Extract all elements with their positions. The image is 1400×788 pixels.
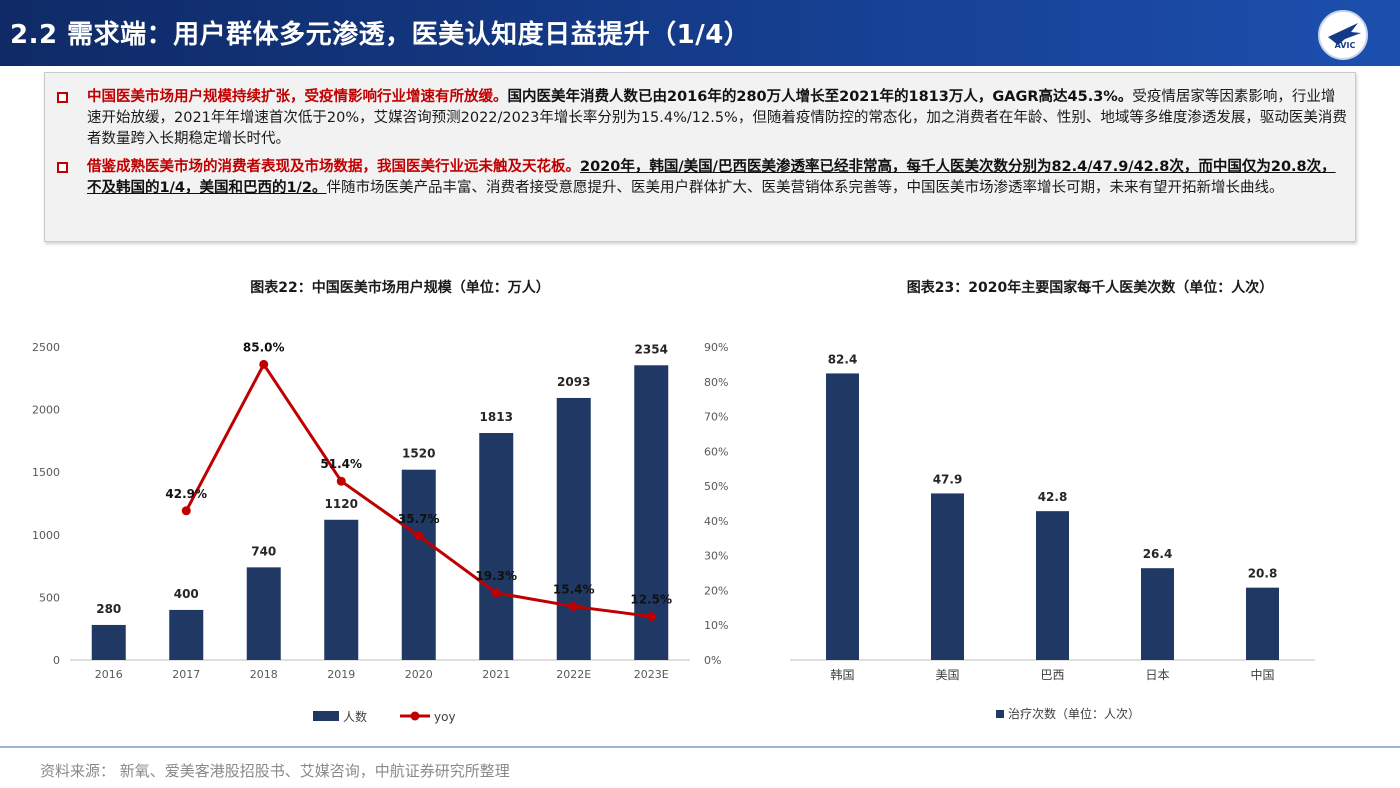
chart-23-per-thousand: 82.4 韩国 47.9 美国 42.8 巴西 26.4 日本 20.8 中国治疗次数（单位：人次… [790,352,1315,721]
bullet-2-key-data: 2020年，韩国/美国/巴西医美渗透率已经非常高，每千人医美次数分别为82.4/… [87,159,1336,196]
yoy-value-label: 35.7% [398,512,440,526]
bar-value-label: 42.8 [1038,490,1068,504]
bar [826,373,859,660]
bar-value-label: 2093 [557,375,590,389]
y-right-tick-label: 80% [704,376,728,389]
y-right-tick-label: 70% [704,411,728,424]
bar [91,624,126,660]
footer-divider [0,746,1400,748]
x-tick-label: 日本 [1145,668,1169,682]
y-left-tick-label: 1500 [32,466,60,479]
summary-bullet-1: 中国医美市场用户规模持续扩张，受疫情影响行业增速有所放缓。国内医美年消费人数已由… [57,87,1347,150]
x-tick-label: 韩国 [830,667,854,682]
yoy-value-label: 15.4% [553,582,595,596]
bullet-2-body: 伴随市场医美产品丰富、消费者接受意愿提升、医美用户群体扩大、医美营销体系完善等，… [326,180,1284,196]
yoy-point [569,601,579,611]
bar-value-label: 1120 [325,497,358,511]
y-right-tick-label: 0% [704,654,721,667]
legend-label: 治疗次数（单位：人次） [1008,706,1140,721]
y-right-tick-label: 20% [704,584,728,597]
x-tick-label: 中国 [1250,667,1274,682]
bullet-1-body: 受疫情居家等因素影响，行业增速开始放缓，2021年年增速首次低于20%，艾媒咨询… [87,89,1347,147]
x-tick-label: 2022E [556,668,591,681]
yoy-value-label: 12.5% [630,593,672,607]
bar-value-label: 26.4 [1143,547,1173,561]
x-tick-label: 巴西 [1040,668,1064,682]
bar-value-label: 20.8 [1248,567,1278,581]
bullet-1-key-data: 国内医美年消费人数已由2016年的280万人增长至2021年的1813万人，GA… [507,89,1133,105]
bar [401,469,436,660]
bar [1036,511,1069,660]
bullet-1-text: 中国医美市场用户规模持续扩张，受疫情影响行业增速有所放缓。国内医美年消费人数已由… [87,87,1347,150]
legend-swatch [996,710,1004,718]
y-left-tick-label: 2500 [32,341,60,354]
yoy-point [259,359,269,369]
plane-logo-icon [1328,23,1361,45]
bar [556,397,591,660]
yoy-point [491,588,501,598]
legend-line-marker [410,711,420,721]
square-bullet-icon [57,92,68,103]
y-right-tick-label: 50% [704,480,728,493]
chart-22-title: 图表22：中国医美市场用户规模（单位：万人） [250,280,550,296]
bar [1246,587,1279,660]
x-tick-label: 2020 [405,668,433,681]
bullet-1-highlight: 中国医美市场用户规模持续扩张，受疫情影响行业增速有所放缓。 [87,89,508,105]
bar-value-label: 82.4 [828,352,858,366]
x-tick-label: 2023E [634,668,669,681]
avic-logo: AVIC [1318,10,1368,60]
y-left-tick-label: 500 [39,591,60,604]
yoy-point [181,506,191,516]
chart-22-user-scale: 0 500 1000 1500 2000 2500 0% 10% 20% 30% 40% 50% 60%… [32,340,728,724]
y-right-tick-label: 90% [704,341,728,354]
summary-bullet-2: 借鉴成熟医美市场的消费者表现及市场数据，我国医美行业远未触及天花板。2020年，… [57,157,1347,199]
bar [1141,568,1174,660]
bullet-2-text: 借鉴成熟医美市场的消费者表现及市场数据，我国医美行业远未触及天花板。2020年，… [87,157,1347,199]
yoy-point [646,612,656,622]
bar [324,519,359,660]
x-tick-label: 2021 [482,668,510,681]
square-bullet-icon [57,162,68,173]
chart-23-title: 图表23：2020年主要国家每千人医美次数（单位：人次） [906,280,1274,296]
page-title: 2.2 需求端：用户群体多元渗透，医美认知度日益提升（1/4） [10,20,751,50]
y-right-tick-label: 40% [704,515,728,528]
x-tick-label: 2018 [250,668,278,681]
bar-value-label: 280 [96,602,121,616]
x-tick-label: 2017 [172,668,200,681]
bar-value-label: 1813 [480,410,513,424]
yoy-value-label: 51.4% [320,457,362,471]
logo-text: AVIC [1334,41,1356,50]
x-tick-label: 2016 [95,668,123,681]
legend-bar-label: 人数 [343,709,367,724]
bar [634,365,669,660]
yoy-point [414,531,424,541]
bar-value-label: 47.9 [933,472,963,486]
y-right-tick-label: 10% [704,619,728,632]
bar-value-label: 400 [174,587,199,601]
bar [931,493,964,660]
bar-value-label: 2354 [635,342,668,356]
yoy-point [336,476,346,486]
y-right-tick-label: 30% [704,550,728,563]
y-left-tick-label: 1000 [32,529,60,542]
yoy-value-label: 19.3% [475,569,517,583]
header-bar: 2.2 需求端：用户群体多元渗透，医美认知度日益提升（1/4） AVIC [0,0,1400,66]
bar-value-label: 1520 [402,447,435,461]
legend-bar-swatch [313,711,339,721]
yoy-value-label: 42.9% [165,487,207,501]
bar [246,567,281,660]
bullet-2-highlight: 借鉴成熟医美市场的消费者表现及市场数据，我国医美行业远未触及天花板。 [87,159,580,175]
legend-line-label: yoy [434,710,456,724]
y-right-tick-label: 60% [704,445,728,458]
y-left-tick-label: 0 [53,654,60,667]
y-left-tick-label: 2000 [32,404,60,417]
bar-value-label: 740 [251,544,276,558]
source-note: 资料来源： 新氧、爱美客港股招股书、艾媒咨询，中航证券研究所整理 [40,762,510,780]
x-tick-label: 美国 [935,668,959,682]
bar [169,609,204,660]
x-tick-label: 2019 [327,668,355,681]
summary-box: 中国医美市场用户规模持续扩张，受疫情影响行业增速有所放缓。国内医美年消费人数已由… [44,72,1356,242]
bar [479,433,514,660]
yoy-value-label: 85.0% [243,340,285,354]
